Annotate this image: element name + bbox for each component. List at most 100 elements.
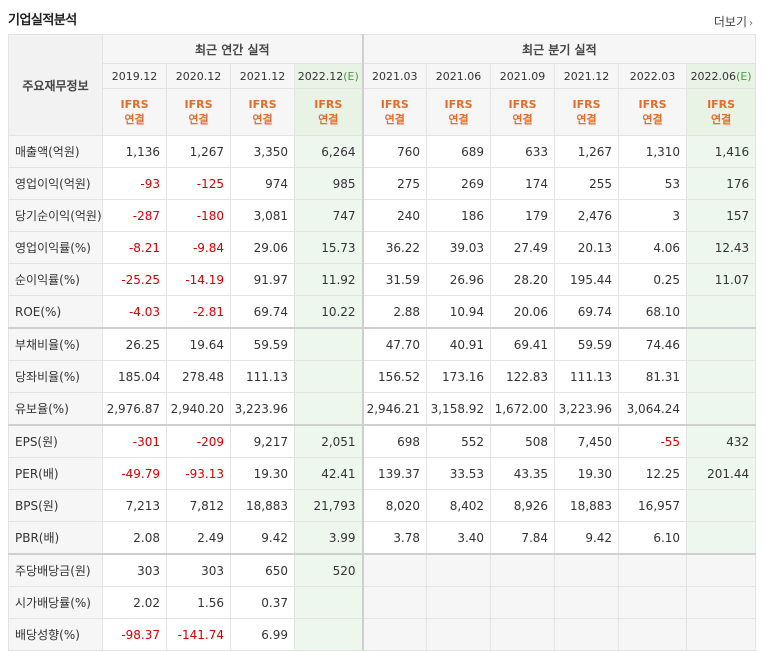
row-label: 매출액(억원) [8,135,103,168]
value-cell [490,618,556,651]
value-cell: 19.30 [230,457,295,490]
value-cell [490,553,556,587]
value-cell: 508 [490,424,556,458]
value-cell: 111.13 [230,360,295,393]
section-title: 기업실적분석 [8,13,77,28]
value-cell: -209 [166,424,231,458]
value-cell: 91.97 [230,263,295,296]
value-cell: 4.06 [618,231,688,264]
value-cell: 11.07 [686,263,757,296]
value-cell: 3,350 [230,135,295,168]
table-row: BPS(원) 7,213 7,812 18,883 21,793 8,020 8,402 8,… [8,489,757,522]
value-cell: 3,081 [230,199,295,232]
value-cell: 27.49 [490,231,556,264]
value-cell: 28.20 [490,263,556,296]
value-cell: 278.48 [166,360,231,393]
value-cell: 985 [293,167,364,200]
more-link-label: 더보기 [713,15,747,29]
table-row: 당기순이익(억원) -287 -180 3,081 747 240 186 179 2,476 3… [8,199,757,232]
period-header: 2022.03 [618,63,688,89]
table-row: 배당성향(%) -98.37 -141.74 6.99 [8,618,757,651]
value-cell: 2,476 [554,199,620,232]
period-header: 2021.12 [230,63,295,89]
value-cell: 520 [293,553,364,587]
value-cell: 269 [426,167,492,200]
value-cell: 195.44 [554,263,620,296]
value-cell [686,295,757,329]
value-cell: 3,064.24 [618,392,688,426]
basis-label: IFRS 연결 [444,98,473,126]
value-cell: 0.25 [618,263,688,296]
table-row: 주당배당금(원) 303 303 650 520 [8,553,757,587]
value-cell: 74.46 [618,327,688,361]
table-row: 당좌비율(%) 185.04 278.48 111.13 156.52 173.16 122… [8,360,757,393]
quarter-group-header: 최근 분기 실적 [361,34,757,64]
table-row: 영업이익(억원) -93 -125 974 985 275 269 174 255 53 176 [8,167,757,200]
period-header: 2022.12(E) [293,63,364,89]
value-cell: 26.25 [102,327,167,361]
value-cell: -2.81 [166,295,231,329]
more-link[interactable]: 더보기 › [714,13,753,30]
value-cell: 1,416 [686,135,757,168]
table-row: PBR(배) 2.08 2.49 9.42 3.99 3.78 3.40 7.84 9.42 6.… [8,521,757,555]
value-cell: 20.13 [554,231,620,264]
value-cell: 8,926 [490,489,556,522]
value-cell: 275 [361,167,428,200]
value-cell: 1,267 [554,135,620,168]
value-cell: 10.22 [293,295,364,329]
value-cell: -25.25 [102,263,167,296]
basis-header: IFRS 연결 [554,88,620,136]
period-header: 2021.06 [426,63,492,89]
basis-label: IFRS 연결 [707,98,736,126]
basis-label: IFRS 연결 [380,98,409,126]
period-header: 2021.12 [554,63,620,89]
value-cell: 2,976.87 [102,392,167,426]
value-cell: 179 [490,199,556,232]
value-cell [686,360,757,393]
value-cell: 176 [686,167,757,200]
period-header: 2021.03 [361,63,428,89]
value-cell [686,618,757,651]
row-label: PBR(배) [8,521,103,555]
value-cell: 303 [102,553,167,587]
value-cell: 9.42 [554,521,620,555]
value-cell [293,618,364,651]
value-cell: 10.94 [426,295,492,329]
value-cell: -55 [618,424,688,458]
value-cell: 15.73 [293,231,364,264]
value-cell: 974 [230,167,295,200]
row-label: ROE(%) [8,295,103,329]
financial-summary-table: 주요재무정보 최근 연간 실적 최근 분기 실적 2019.12 2020.12 2… [8,34,757,651]
table-row: 유보율(%) 2,976.87 2,940.20 3,223.96 2,946.21 3,… [8,392,757,426]
value-cell: -4.03 [102,295,167,329]
value-cell [293,392,364,426]
basis-label: IFRS 연결 [572,98,601,126]
value-cell [426,553,492,587]
row-label: 당좌비율(%) [8,360,103,393]
basis-header: IFRS 연결 [293,88,364,136]
value-cell [361,553,428,587]
basis-label: IFRS 연결 [638,98,667,126]
basis-header: IFRS 연결 [618,88,688,136]
basis-header: IFRS 연결 [686,88,757,136]
value-cell: 29.06 [230,231,295,264]
value-cell: 139.37 [361,457,428,490]
value-cell: 2.08 [102,521,167,555]
value-cell: 173.16 [426,360,492,393]
value-cell: 689 [426,135,492,168]
value-cell [426,618,492,651]
value-cell: 7,450 [554,424,620,458]
value-cell: 3 [618,199,688,232]
value-cell: 11.92 [293,263,364,296]
rowhead-label: 주요재무정보 [8,34,103,136]
value-cell: 2.02 [102,586,167,619]
row-label: 당기순이익(억원) [8,199,103,232]
value-cell [554,553,620,587]
value-cell: 255 [554,167,620,200]
value-cell: 47.70 [361,327,428,361]
value-cell: 3.99 [293,521,364,555]
value-cell [293,327,364,361]
basis-label: IFRS 연결 [120,98,149,126]
table-row: 부채비율(%) 26.25 19.64 59.59 47.70 40.91 69.41 59.… [8,327,757,361]
value-cell: -125 [166,167,231,200]
